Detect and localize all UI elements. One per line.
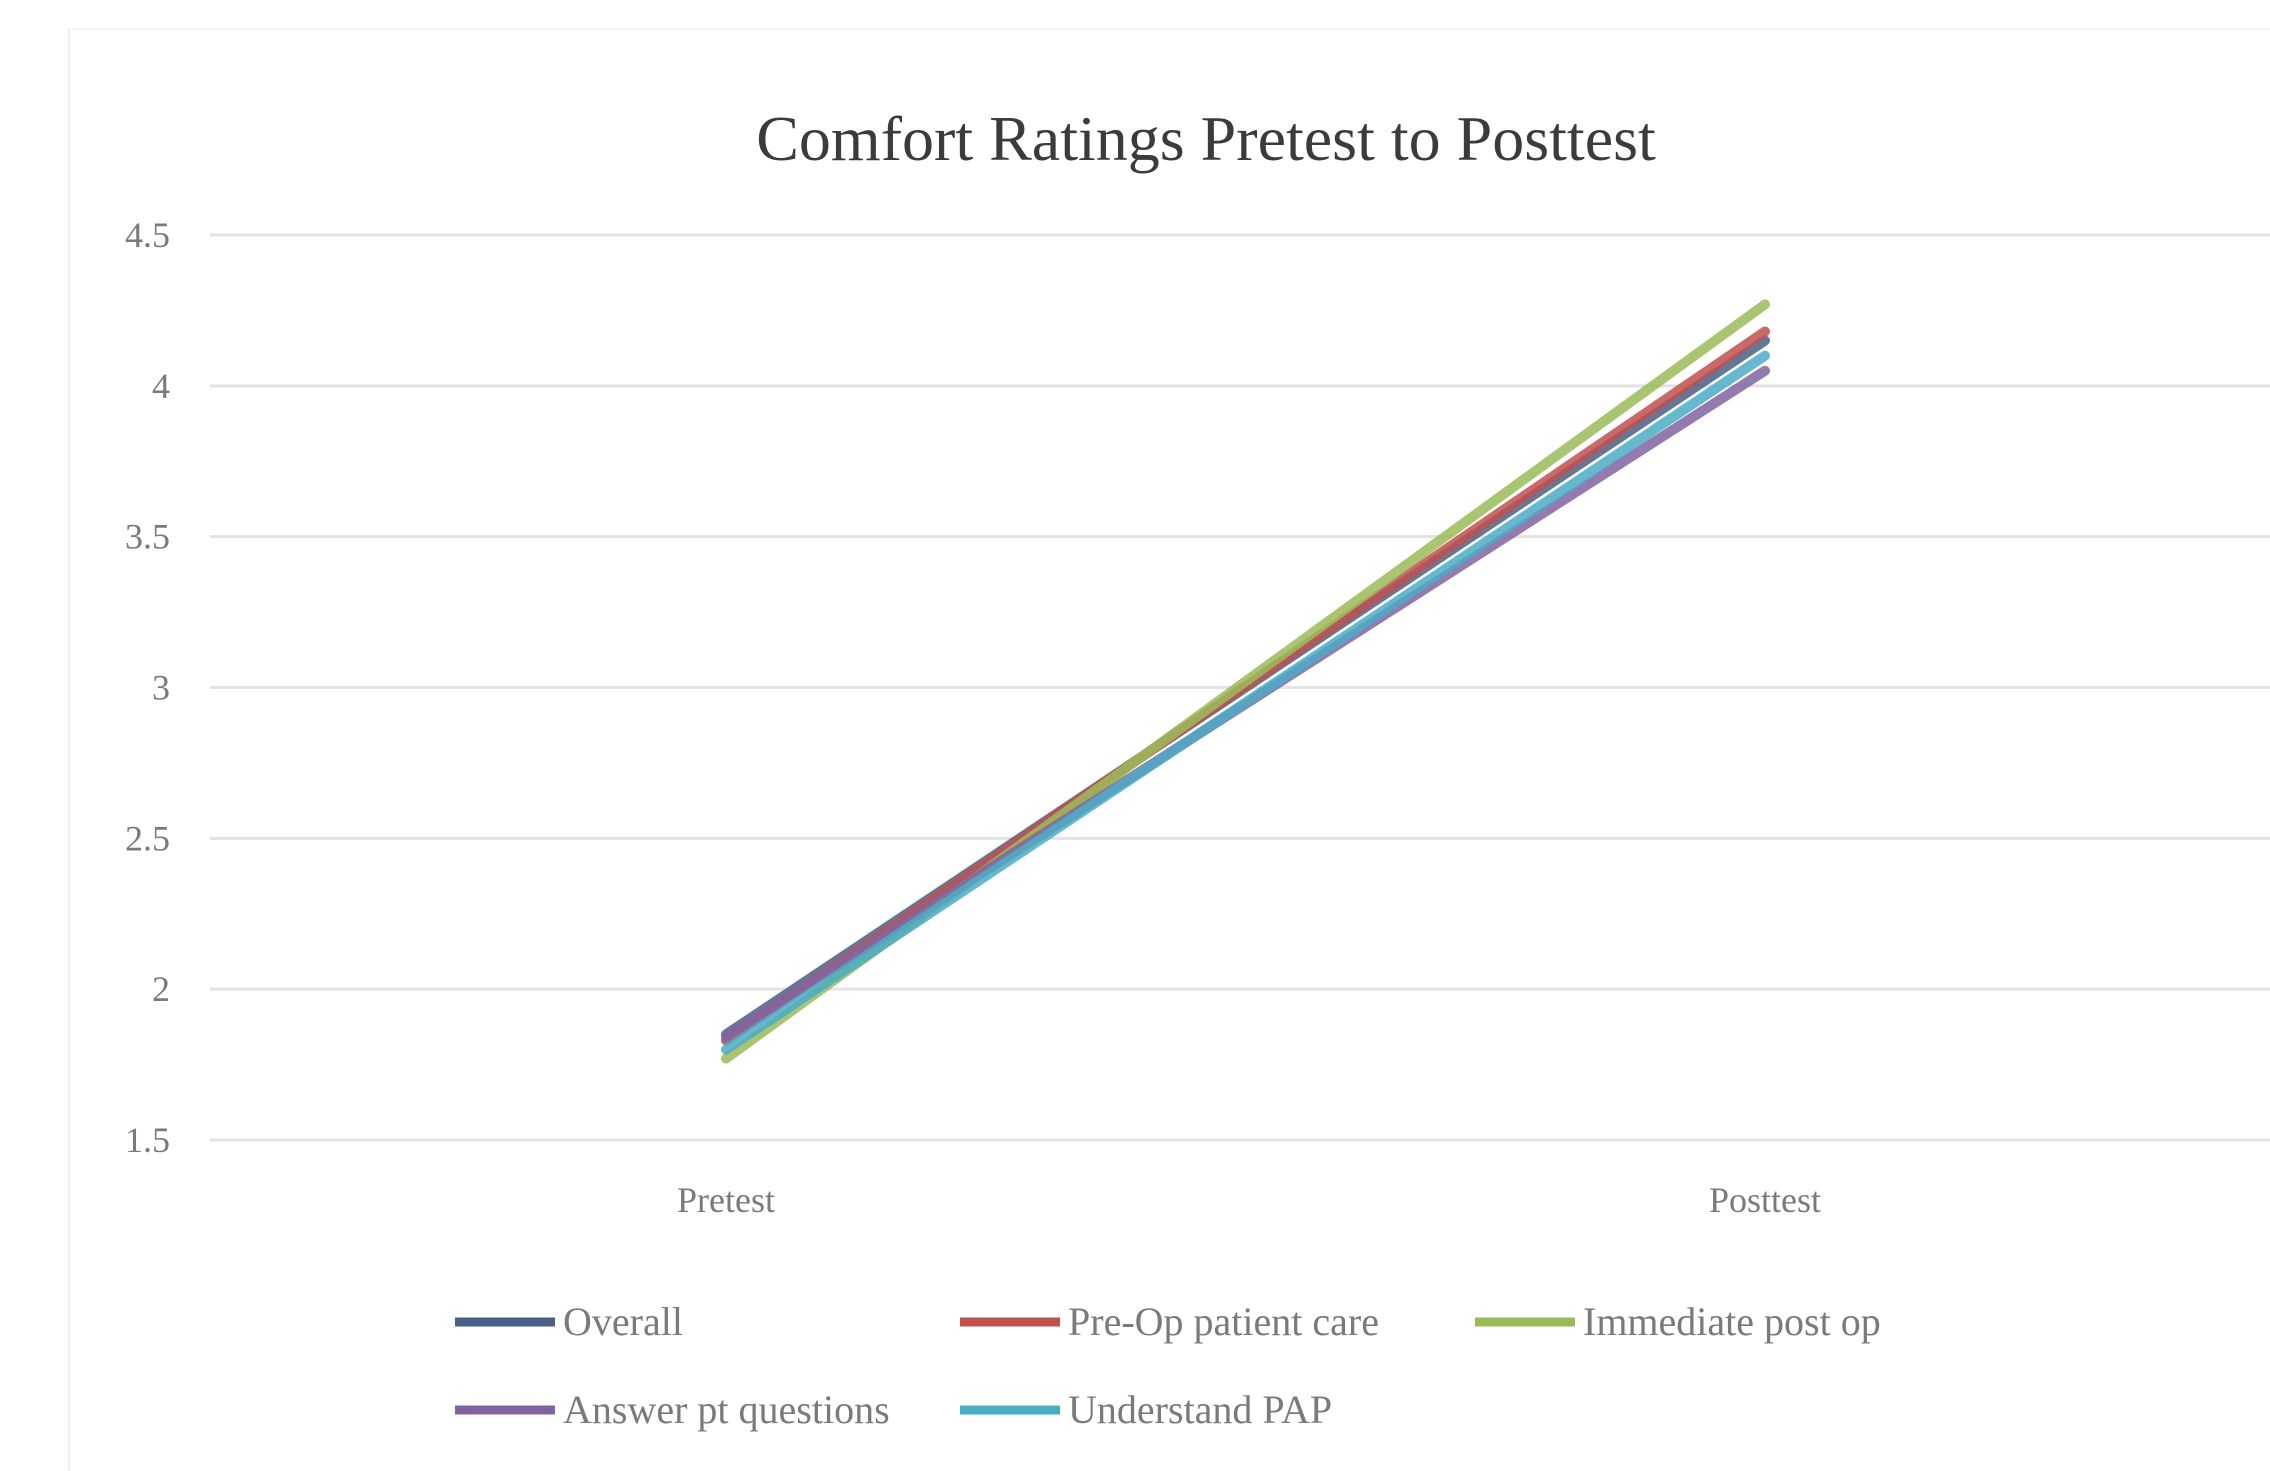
legend-label: Understand PAP [1068,1387,1332,1432]
chart-title: Comfort Ratings Pretest to Posttest [756,103,1656,174]
y-tick-label: 4 [152,366,170,406]
y-tick-label: 4.5 [125,215,170,255]
legend-label: Answer pt questions [563,1387,890,1432]
line-chart: Comfort Ratings Pretest to Posttest 1.5 2… [125,103,2270,1432]
y-tick-label: 2.5 [125,818,170,858]
chart-frame: Comfort Ratings Pretest to Posttest 1.5 2… [68,28,2270,1471]
series-line-4 [721,350,1770,1055]
y-tick-label: 2 [152,969,170,1009]
y-tick-label: 3.5 [125,517,170,557]
legend-label: Pre-Op patient care [1068,1299,1379,1344]
x-tick-label: Posttest [1709,1180,1821,1220]
legend-label: Immediate post op [1583,1299,1881,1344]
y-tick-label: 1.5 [125,1120,170,1160]
y-tick-label: 3 [152,668,170,708]
legend-label: Overall [563,1299,683,1344]
x-tick-label: Pretest [677,1180,775,1220]
